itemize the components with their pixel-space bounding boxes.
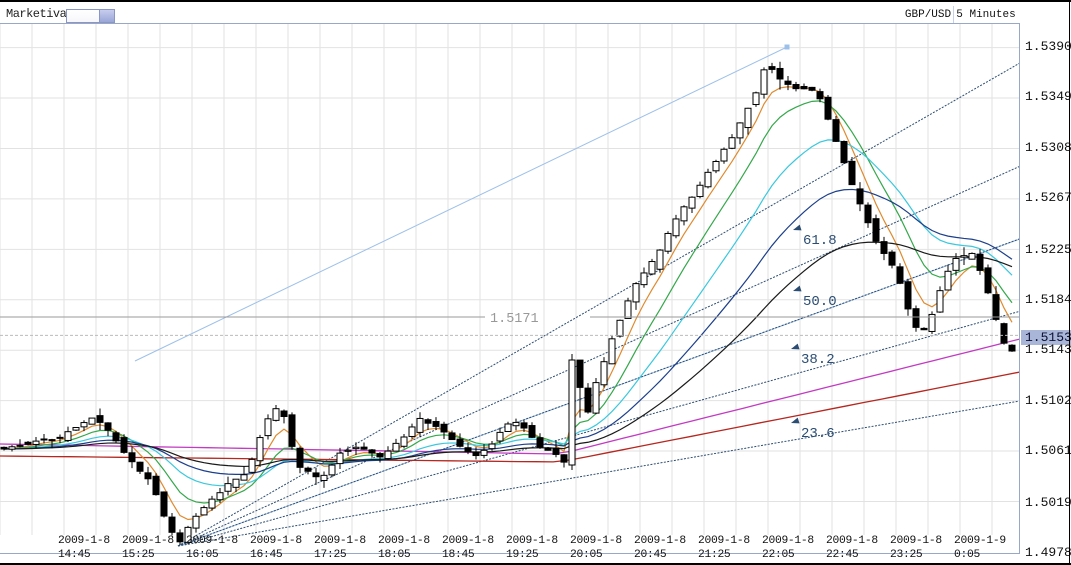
svg-text:1.5171: 1.5171: [490, 312, 539, 327]
svg-text:50.0: 50.0: [803, 294, 837, 310]
svg-text:23.6: 23.6: [801, 426, 835, 442]
svg-text:61.8: 61.8: [803, 233, 837, 249]
svg-text:38.2: 38.2: [801, 352, 835, 368]
